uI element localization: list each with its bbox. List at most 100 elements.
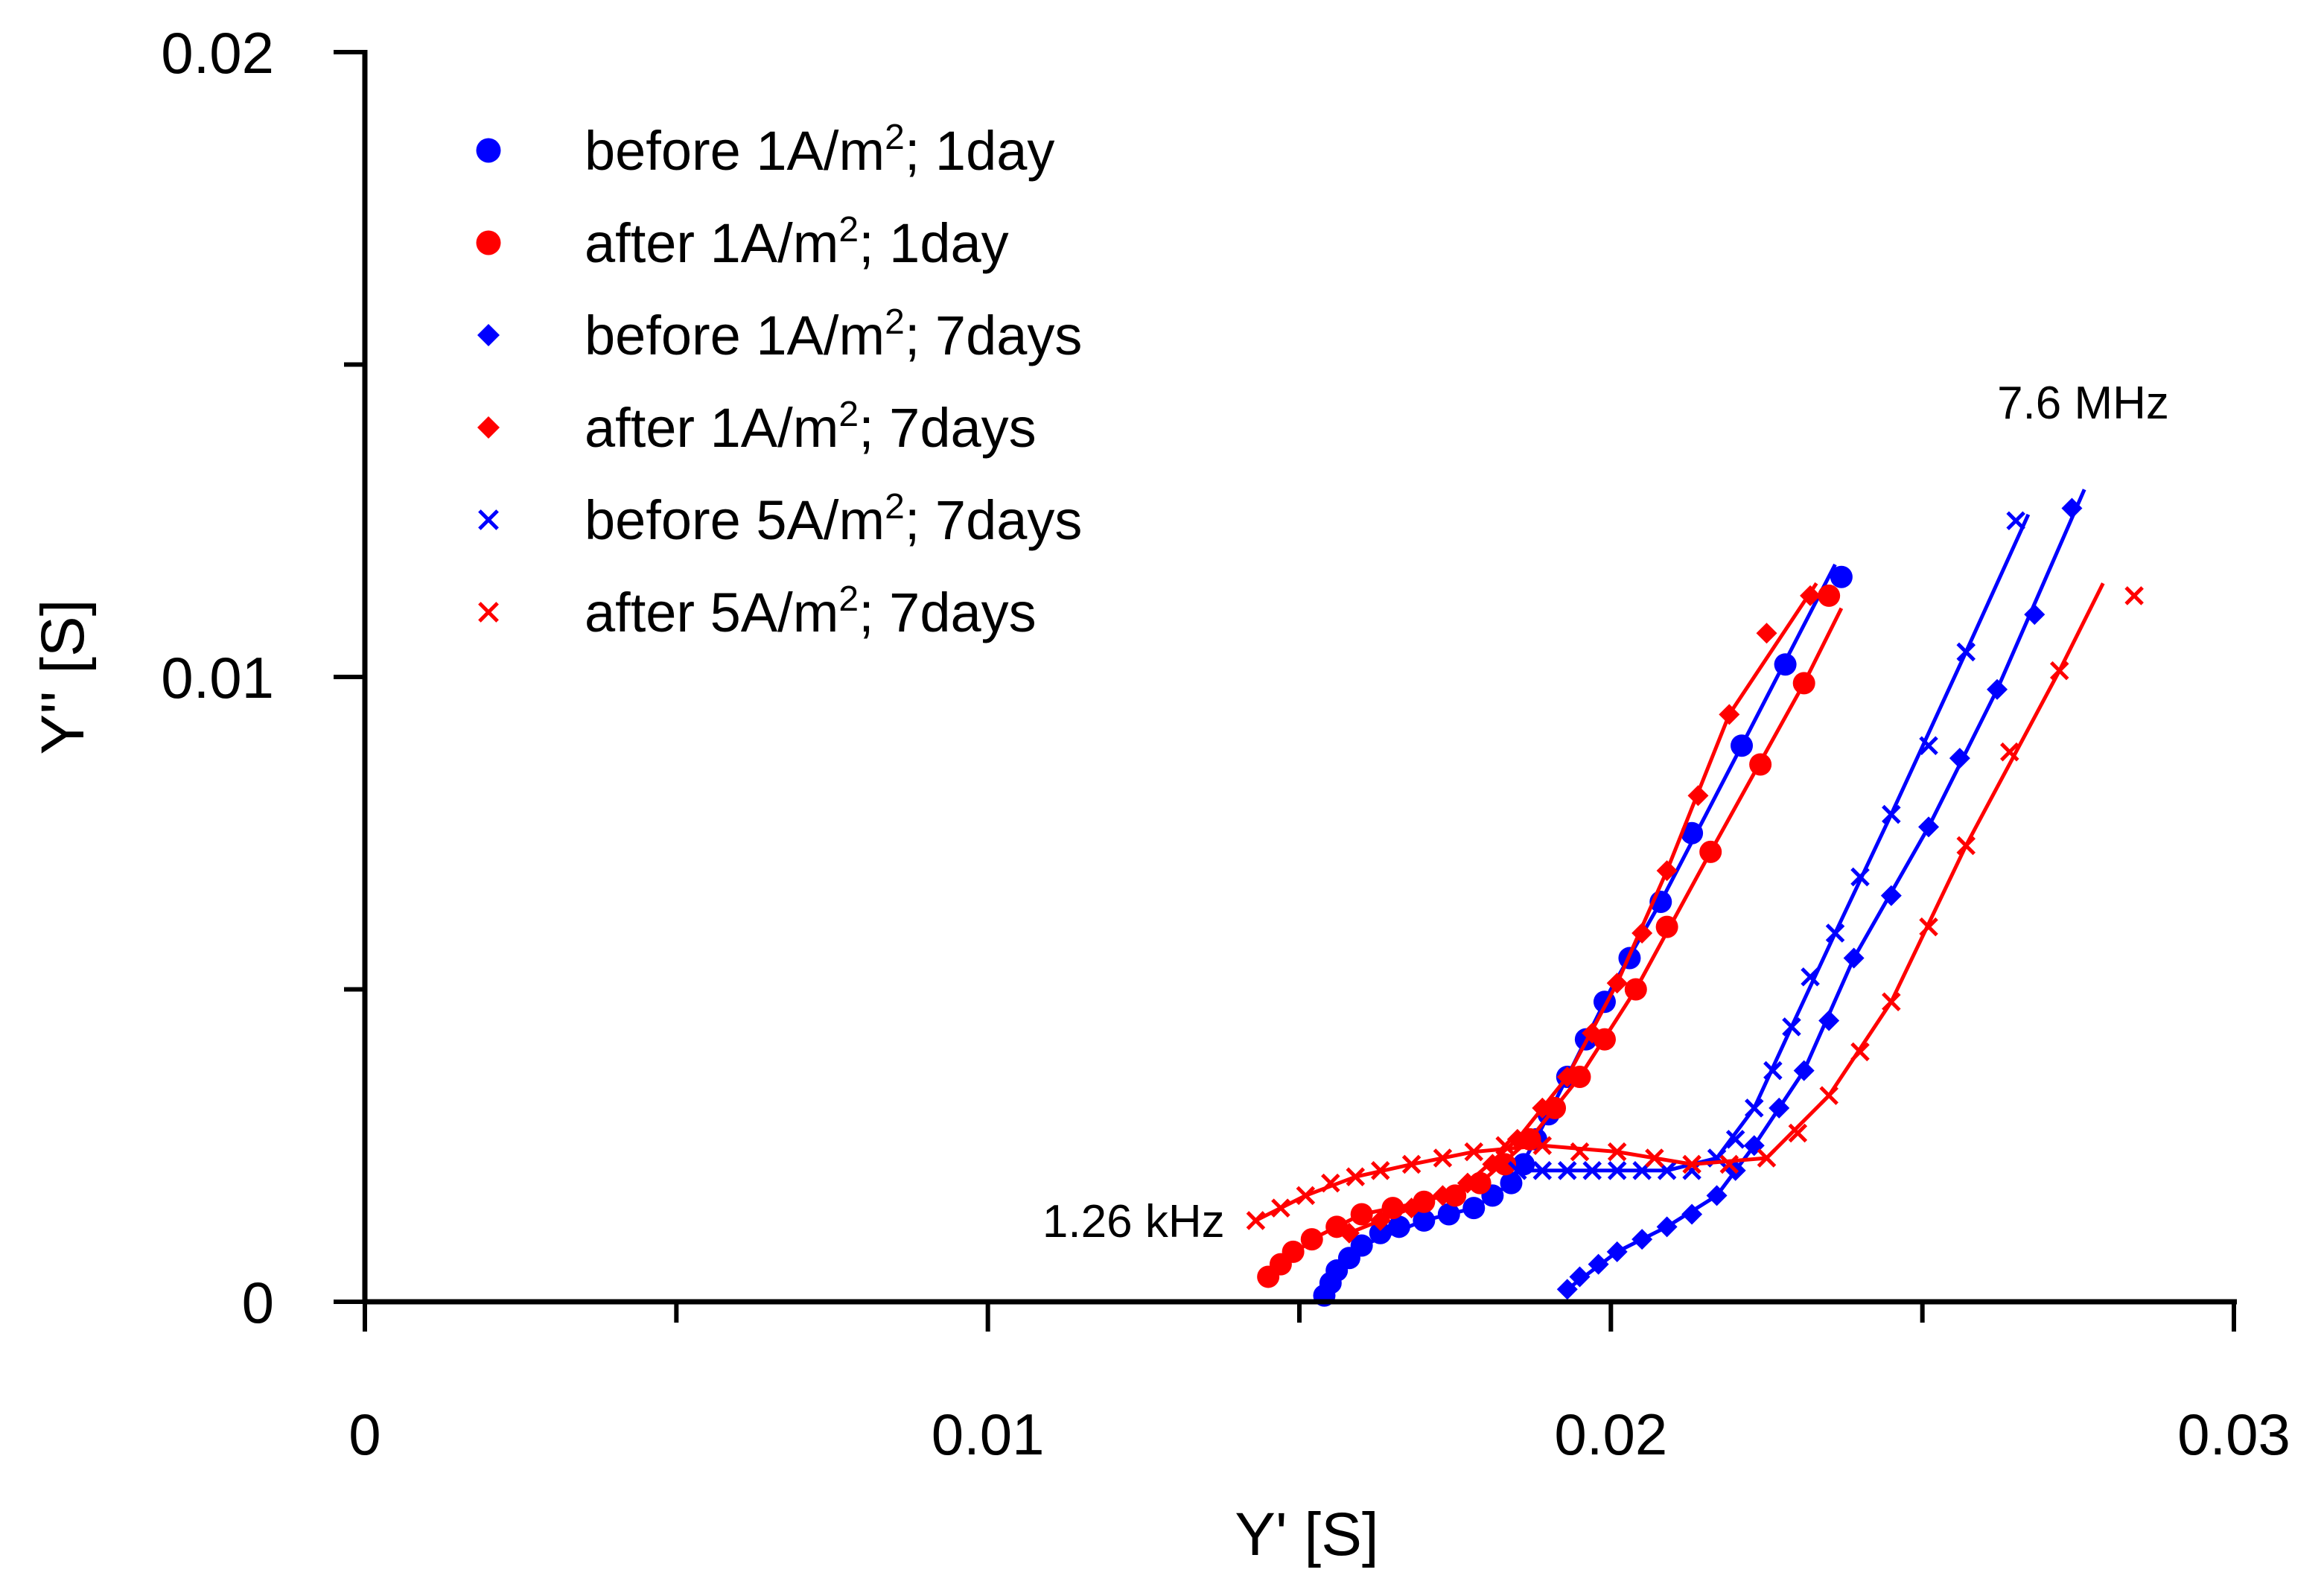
y-axis-title: Y'' [S]: [29, 599, 97, 754]
data-point: [1457, 1172, 1478, 1194]
data-point: [1556, 1279, 1578, 1300]
legend-item: before 1A/m2; 7days: [477, 302, 1082, 366]
legend-marker: [478, 509, 499, 530]
data-point: [1433, 1148, 1453, 1168]
legend-label-tail: ; 1day: [859, 212, 1009, 274]
legend-label-superscript: 2: [838, 395, 859, 434]
y-tick-label: 0.02: [161, 20, 274, 86]
x-tick-label: 0: [348, 1402, 381, 1467]
data-point: [1462, 1197, 1486, 1220]
data-point: [1706, 1185, 1728, 1206]
data-point: [1482, 1154, 1503, 1175]
data-point: [1725, 1130, 1745, 1149]
legend-label-superscript: 2: [885, 487, 905, 527]
data-point: [1401, 1198, 1422, 1219]
data-point: [2024, 604, 2046, 626]
legend-label-superscript: 2: [838, 210, 859, 249]
data-point: [1369, 1221, 1392, 1244]
legend-label-main: after 1A/m: [585, 212, 838, 274]
legend-item: after 5A/m2; 7days: [478, 579, 1037, 643]
data-point: [1508, 1161, 1527, 1180]
data-point: [1582, 1161, 1602, 1180]
data-point: [1850, 1042, 1870, 1062]
data-point: [1569, 1266, 1591, 1288]
legend-item: before 5A/m2; 7days: [478, 487, 1082, 551]
data-point: [1544, 1096, 1567, 1119]
legend-label: before 1A/m2; 1day: [585, 118, 1054, 182]
legend-label: after 5A/m2; 7days: [585, 579, 1037, 643]
data-point: [1432, 1185, 1454, 1206]
legend-marker: [478, 602, 499, 623]
data-point: [1645, 1148, 1664, 1168]
data-point: [1919, 917, 1938, 937]
data-point: [1918, 816, 1940, 838]
frequency-annotation: 1.26 kHz: [1042, 1196, 1225, 1247]
data-point: [1687, 785, 1709, 807]
data-point: [1570, 1142, 1590, 1162]
data-point: [1338, 1222, 1360, 1244]
data-point: [1387, 1215, 1410, 1238]
data-point: [1607, 1142, 1627, 1162]
series-1: [1257, 584, 1844, 1288]
data-point: [1843, 947, 1865, 969]
data-point: [1749, 753, 1772, 776]
legend-label-tail: ; 7days: [905, 305, 1083, 366]
data-point: [1624, 978, 1647, 1001]
data-point: [2124, 586, 2144, 605]
data-point: [1271, 1198, 1290, 1218]
data-point: [1769, 1097, 1790, 1119]
legend-label-main: after 1A/m: [585, 397, 838, 459]
data-point: [2006, 511, 2025, 531]
data-point: [1774, 653, 1797, 676]
data-point: [2000, 742, 2019, 762]
legend-label-superscript: 2: [885, 118, 905, 157]
data-point: [1681, 821, 1704, 845]
series-4: [1508, 511, 2031, 1180]
data-point: [1987, 678, 2008, 700]
data-point: [1949, 748, 1970, 769]
axes: 0 0.01 0.02 0.03 0 0.01 0.02: [161, 20, 2290, 1467]
data-point: [1731, 734, 1754, 757]
data-point: [1494, 1153, 1517, 1176]
data-point: [1321, 1173, 1340, 1193]
data-point: [1506, 1128, 1528, 1150]
data-point: [1568, 1065, 1591, 1088]
data-point: [1582, 1023, 1603, 1044]
data-point: [1607, 1161, 1627, 1180]
data-point: [1956, 642, 1976, 662]
data-point: [2061, 497, 2083, 519]
data-point: [1401, 1154, 1422, 1174]
data-point: [1956, 836, 1976, 856]
data-point: [1464, 1142, 1484, 1162]
data-point: [1681, 1203, 1703, 1225]
data-point: [1818, 584, 1841, 607]
legend-label-tail: ; 1day: [905, 120, 1055, 182]
legend-label-main: before 1A/m: [585, 305, 885, 366]
data-point: [1818, 1010, 1840, 1031]
data-point: [1756, 623, 1777, 644]
series-3: [1338, 582, 1821, 1244]
legend-label-tail: ; 7days: [859, 582, 1037, 643]
legend-label-tail: ; 7days: [905, 489, 1083, 551]
data-point: [1532, 1161, 1553, 1180]
annotations: 1.26 kHz 7.6 MHz: [1042, 378, 2169, 1247]
plot-area: [1246, 489, 2144, 1307]
data-point: [1413, 1209, 1436, 1232]
data-point: [1919, 736, 1938, 756]
data-point: [1437, 1203, 1460, 1226]
data-point: [1819, 1086, 1838, 1105]
data-point: [1825, 923, 1845, 943]
x-tick-label: 0.02: [1554, 1402, 1667, 1467]
legend-label: before 5A/m2; 7days: [585, 487, 1082, 551]
data-point: [1532, 1136, 1553, 1156]
data-point: [1369, 1209, 1391, 1231]
data-point: [1682, 1154, 1701, 1174]
data-point: [2049, 661, 2069, 681]
legend-label-superscript: 2: [838, 579, 859, 619]
legend-label: before 1A/m2; 7days: [585, 302, 1082, 366]
frequency-annotation: 7.6 MHz: [1997, 378, 2169, 429]
legend-marker: [477, 324, 500, 346]
data-point: [1882, 992, 1901, 1012]
